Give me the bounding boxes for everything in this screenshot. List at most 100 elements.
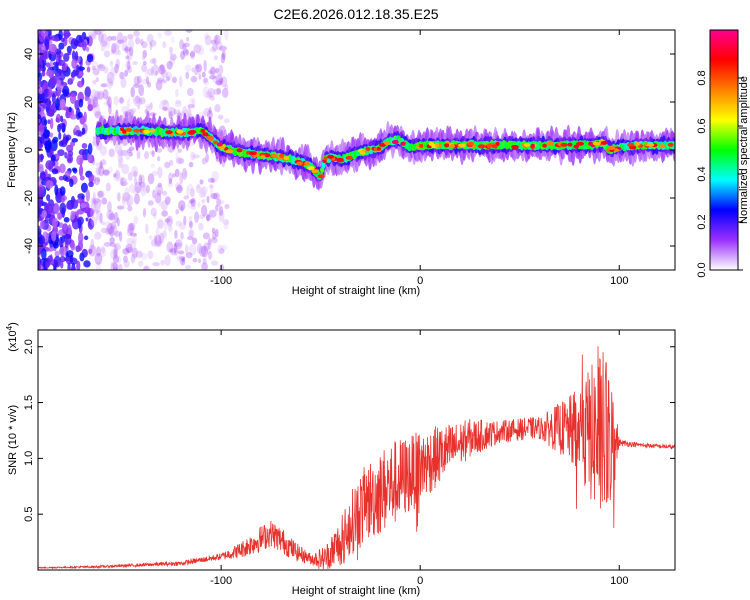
spectrogram-noise-cell: [199, 179, 204, 185]
spectrogram-noise-cell: [95, 162, 103, 168]
spectrogram-noise-cell: [209, 184, 214, 189]
spectrogram-peak-cell: [524, 142, 531, 147]
spectrogram-noise-cell: [82, 154, 87, 161]
spectrogram-noise-cell: [95, 166, 101, 176]
spectrogram-noise-cell: [58, 163, 66, 174]
spectrogram-noise-cell: [186, 87, 194, 97]
spectrogram-noise-cell: [127, 223, 135, 234]
spectrogram-noise-cell: [168, 106, 176, 117]
spectrogram-noise-cell: [80, 182, 88, 193]
spectrogram-noise-cell: [77, 216, 84, 226]
snr-y-axis-label: SNR (10 * v/v): [7, 405, 19, 475]
spectrogram-noise-cell: [96, 90, 105, 100]
spectrogram-peak-cell: [122, 129, 127, 134]
spectrogram-noise-cell: [144, 266, 148, 270]
spectrogram-noise-cell: [110, 248, 117, 260]
spectrogram-peak-cell: [658, 144, 666, 149]
spectrogram-peak-cell: [345, 155, 353, 160]
spectrogram-peak-cell: [600, 140, 608, 145]
spectrogram-noise-cell: [120, 176, 124, 186]
spectrogram-noise-cell: [161, 210, 168, 217]
spectrogram-noise-cell: [190, 197, 196, 207]
spectrogram-noise-cell: [123, 47, 132, 52]
spectrogram-noise-cell: [148, 235, 153, 240]
spectrogram-peak-cell: [125, 127, 133, 132]
spectrogram-noise-cell: [136, 75, 142, 85]
spectrogram-noise-cell: [92, 68, 100, 76]
spectrogram-noise-cell: [38, 66, 41, 73]
spectrogram-noise-cell: [120, 177, 127, 187]
spectrogram-noise-cell: [210, 66, 216, 77]
spectrogram-noise-cell: [209, 95, 216, 101]
spectrogram-noise-cell: [95, 77, 99, 83]
spectrogram-noise-cell: [113, 266, 118, 270]
spectrogram-marks: [38, 30, 675, 270]
spectrogram-noise-cell: [178, 75, 183, 88]
spectrogram-noise-cell: [170, 248, 177, 256]
spectrogram-peak-cell: [546, 141, 555, 146]
spectrogram-noise-cell: [213, 55, 218, 61]
spectrogram-noise-cell: [213, 88, 222, 96]
spectrogram-peak-cell: [592, 141, 601, 146]
spectrogram-noise-cell: [149, 102, 153, 110]
spectrogram-noise-cell: [45, 62, 51, 68]
spectrogram-noise-cell: [190, 204, 197, 210]
spectrogram-noise-cell: [210, 65, 215, 72]
spectrogram-noise-cell: [207, 239, 212, 250]
spectrogram-noise-cell: [133, 170, 138, 178]
spectrogram-noise-cell: [120, 77, 127, 89]
colorbar-tick-label: 0.2: [696, 214, 708, 229]
spectrogram-noise-cell: [102, 89, 109, 100]
spectrogram-noise-cell: [204, 34, 212, 46]
spectrogram-noise-cell: [105, 182, 111, 192]
spectrogram-noise-cell: [166, 241, 174, 253]
spectrogram-noise-cell: [191, 237, 198, 245]
spectrogram-noise-cell: [111, 35, 117, 41]
spectrogram-noise-cell: [150, 163, 156, 169]
spectrogram-noise-cell: [183, 42, 191, 47]
spectrogram-noise-cell: [142, 181, 146, 194]
spectrogram-noise-cell: [111, 225, 118, 236]
spectrogram-noise-cell: [173, 242, 182, 248]
spectrogram-noise-cell: [166, 60, 173, 70]
spectrogram-noise-cell: [90, 200, 97, 213]
snr-y-tick-label: 1.5: [23, 395, 35, 410]
spectrogram-noise-cell: [77, 80, 84, 88]
spectrogram-noise-cell: [101, 245, 106, 254]
spectrogram-noise-cell: [38, 118, 41, 124]
spectrogram-noise-cell: [59, 186, 66, 196]
spectrogram-noise-cell: [99, 161, 103, 169]
spectrogram-noise-cell: [38, 106, 41, 113]
spectrogram-noise-cell: [64, 239, 69, 249]
spectrogram-noise-cell: [176, 184, 183, 194]
spectrogram-noise-cell: [138, 84, 145, 97]
spectrogram-noise-cell: [54, 250, 60, 257]
spectrogram-noise-cell: [100, 40, 108, 47]
spectrogram-noise-cell: [67, 150, 74, 157]
spectrogram-noise-cell: [125, 243, 133, 253]
spectrogram-noise-cell: [164, 161, 171, 169]
spectrogram-noise-cell: [198, 258, 202, 264]
spectrogram-noise-cell: [95, 262, 101, 270]
spectrogram-noise-cell: [69, 93, 77, 105]
spectrogram-noise-cell: [134, 177, 138, 186]
spectrogram-noise-cell: [91, 94, 99, 104]
spectrogram-noise-cell: [168, 221, 173, 232]
spectrogram-noise-cell: [47, 255, 53, 262]
spectrogram-noise-cell: [40, 30, 49, 38]
spectrogram-noise-cell: [138, 97, 143, 106]
spectrogram-noise-cell: [200, 185, 209, 195]
spectrogram-noise-cell: [99, 212, 103, 224]
spectrogram-noise-cell: [39, 235, 45, 245]
spectrogram-noise-cell: [157, 156, 161, 162]
spectrogram-noise-cell: [183, 170, 188, 178]
spectrogram-noise-cell: [98, 165, 105, 177]
spectrogram-noise-cell: [177, 250, 185, 255]
spectrogram-noise-cell: [112, 263, 119, 270]
spectrogram-noise-cell: [113, 230, 121, 238]
spectrogram-noise-cell: [128, 151, 134, 157]
spectrogram-noise-cell: [58, 246, 67, 257]
spectrogram-noise-cell: [92, 102, 100, 108]
spectrogram-noise-cell: [184, 264, 192, 270]
